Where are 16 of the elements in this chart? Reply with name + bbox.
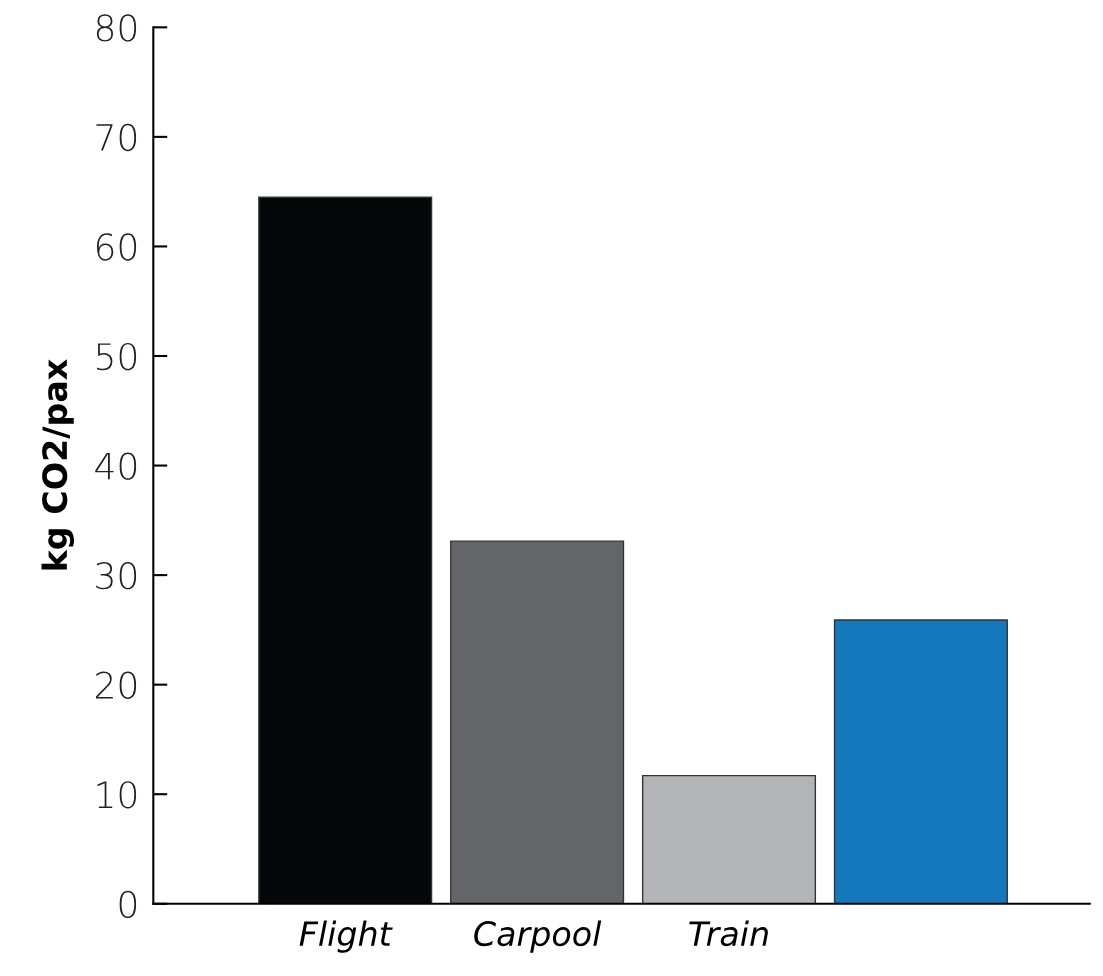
y-tick-label: 80 bbox=[96, 14, 137, 42]
y-axis-title: kg CO2/pax bbox=[41, 359, 75, 570]
y-tick-label: 30 bbox=[96, 562, 137, 590]
bar bbox=[833, 619, 1008, 904]
y-tick-label: 70 bbox=[96, 123, 137, 152]
x-tick-label: Flight bbox=[299, 920, 393, 953]
bar bbox=[450, 540, 625, 904]
y-tick-label: 50 bbox=[97, 342, 137, 371]
y-tick-label: 0 bbox=[119, 890, 137, 919]
x-tick-label: Carpool bbox=[474, 920, 602, 953]
y-tick-label: 20 bbox=[95, 671, 137, 699]
y-tick-label: 10 bbox=[97, 781, 137, 809]
y-tick-label: 40 bbox=[95, 452, 137, 480]
bar bbox=[641, 774, 817, 904]
y-tick-label: 60 bbox=[96, 233, 137, 261]
x-tick-label: Train bbox=[689, 920, 768, 947]
